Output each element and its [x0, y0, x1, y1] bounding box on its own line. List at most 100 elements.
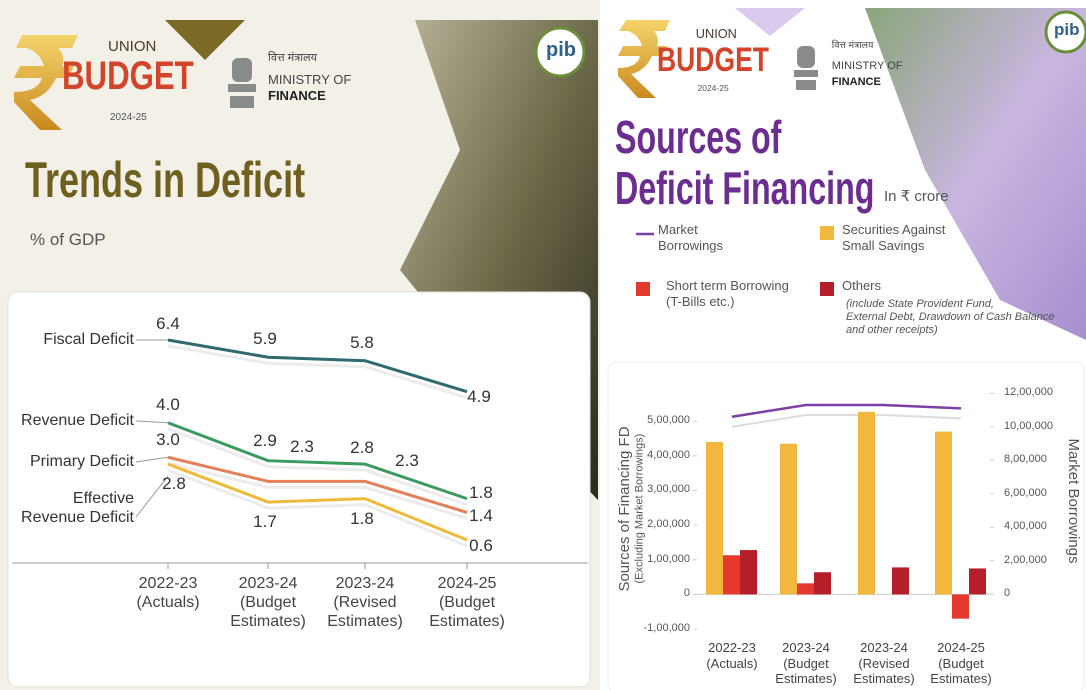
unit-note: In ₹ crore: [884, 188, 949, 205]
data-label: 2.9: [253, 430, 277, 450]
x-tick-label: 2024-25 (Budget Estimates): [429, 575, 505, 631]
bar: [780, 443, 797, 595]
series-line: [167, 338, 468, 394]
chart-subtitle: % of GDP: [30, 230, 106, 249]
data-label: 4.9: [467, 386, 491, 406]
data-label: 1.8: [469, 482, 493, 502]
bar: [892, 567, 909, 595]
y-tick-label: 5,00,000: [647, 414, 690, 427]
x-tick-label: 2023-24 (Revised Estimates): [327, 575, 403, 631]
y-tick-label: 3,00,000: [647, 483, 690, 496]
legend-label: Short term Borrowing (T-Bills etc.): [666, 278, 789, 309]
data-label: 2.3: [395, 451, 419, 471]
x-tick-label: 2024-25 (Budget Estimates): [930, 640, 992, 687]
data-label: 6.4: [156, 314, 180, 333]
ministry-hindi: वित्त मंत्रालय: [831, 40, 874, 50]
line-shadow: [167, 468, 468, 548]
money-image: [865, 8, 1086, 340]
pib-logo: [1044, 10, 1086, 54]
y-tick-label: 1,00,000: [647, 552, 690, 565]
y2-tick-label: 12,00,000: [1004, 386, 1053, 399]
bar: [797, 583, 814, 595]
series-name: Revenue Deficit: [21, 412, 134, 429]
ministry-hindi: वित्त मंत्रालय: [268, 52, 317, 64]
y-tick-label: 2,00,000: [647, 518, 690, 531]
series-line: [731, 403, 962, 419]
bar: [952, 594, 969, 619]
legend-note: (include State Provident Fund, External …: [846, 298, 1055, 337]
y2-axis-label: Market Borrowings: [1065, 438, 1082, 564]
data-label: 4.0: [156, 394, 180, 414]
name-connector: [135, 475, 169, 518]
y-axis-label: Sources of Financing FD: [616, 426, 633, 592]
chart-title: Sources of Deficit Financing: [615, 111, 875, 214]
series-name: Fiscal Deficit: [43, 331, 134, 348]
pib-text: pib: [1054, 20, 1080, 39]
line-shadow: [167, 344, 468, 400]
brand-union: UNION: [108, 38, 157, 55]
legend-swatch: [820, 282, 834, 296]
finance: FINANCE: [268, 88, 326, 103]
rupee-logo: [618, 20, 670, 98]
x-tick-label: 2023-24 (Budget Estimates): [775, 640, 837, 687]
data-label: 5.8: [350, 332, 374, 352]
chart-title: Trends in Deficit: [25, 152, 306, 208]
finance: FINANCE: [831, 76, 881, 88]
brand-year: 2024-25: [110, 112, 147, 123]
bar: [969, 568, 986, 595]
emblem: [228, 58, 256, 108]
data-label: 3.0: [156, 430, 180, 450]
data-label: 2.8: [162, 474, 186, 494]
data-label: 1.8: [350, 508, 374, 528]
series-name: Primary Deficit: [29, 453, 134, 470]
x-tick-label: 2023-24 (Revised Estimates): [853, 640, 915, 687]
brand-budget: BUDGET: [62, 54, 194, 98]
data-label: 5.9: [253, 329, 277, 349]
y2-tick-label: 10,00,000: [1004, 419, 1053, 432]
decor: [735, 8, 805, 36]
bar: [814, 572, 831, 595]
series-line: [167, 462, 468, 542]
y2-tick-label: 0: [1004, 587, 1011, 600]
x-tick-label: 2022-23 (Actuals): [136, 575, 200, 612]
legend-label: Others: [842, 278, 882, 293]
data-label: 1.7: [253, 512, 277, 532]
name-connector: [135, 456, 169, 463]
bar: [858, 411, 875, 595]
brand-year: 2024-25: [697, 83, 729, 94]
decor: [165, 20, 245, 60]
x-tick-label: 2022-23 (Actuals): [706, 640, 758, 671]
bar: [935, 431, 952, 595]
y2-tick-label: 4,00,000: [1004, 520, 1047, 533]
y2-tick-label: 8,00,000: [1004, 453, 1047, 466]
emblem: [794, 46, 818, 90]
bar: [706, 441, 723, 595]
x-tick-label: 2023-24 (Budget Estimates): [230, 575, 306, 631]
brand-budget: BUDGET: [656, 41, 769, 79]
y-tick-label: -1,00,000: [643, 622, 690, 635]
pib-logo: [534, 26, 586, 78]
series-line: [167, 421, 468, 501]
line-shadow: [167, 427, 468, 507]
legend-label: Securities Against Small Savings: [842, 222, 946, 253]
y-tick-label: 4,00,000: [647, 448, 690, 461]
data-label: 0.6: [469, 536, 493, 555]
series-name: Effective Revenue Deficit: [21, 490, 134, 527]
ministry: MINISTRY OF: [831, 60, 903, 72]
legend-label: Market Borrowings: [658, 222, 724, 253]
bar: [723, 555, 740, 595]
bar: [740, 550, 757, 595]
line-shadow: [167, 461, 468, 520]
data-label: 1.4: [469, 506, 493, 526]
name-connector: [135, 420, 169, 424]
data-label: 2.8: [350, 438, 374, 458]
legend-swatch: [820, 226, 834, 240]
series-line: [167, 455, 468, 514]
y2-tick-label: 6,00,000: [1004, 486, 1047, 499]
brand-union: UNION: [695, 26, 737, 41]
pib-text: pib: [546, 39, 576, 61]
data-label: 2.3: [290, 437, 314, 457]
ministry: MINISTRY OF: [268, 72, 352, 87]
